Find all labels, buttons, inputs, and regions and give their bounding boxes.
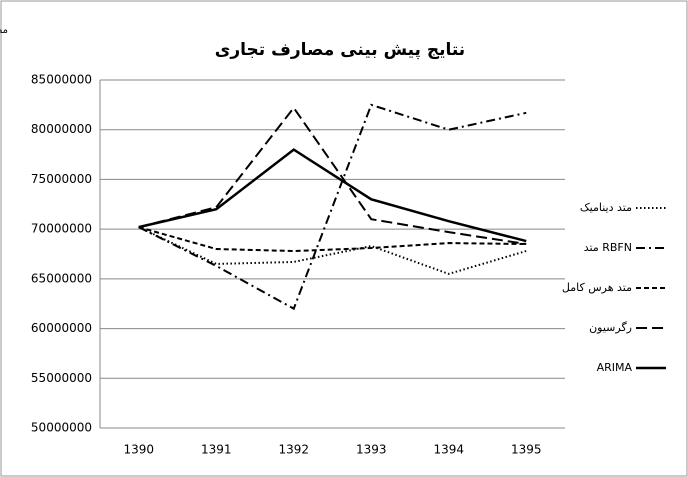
x-tick-label: 1392 xyxy=(278,443,309,457)
legend-label: متد هرس کامل xyxy=(562,281,632,294)
y-tick-label: 50000000 xyxy=(31,421,92,435)
y-tick-label: 85000000 xyxy=(31,73,92,87)
y-tick-label: 60000000 xyxy=(31,321,92,335)
x-tick-label: 1395 xyxy=(511,443,542,457)
chart-title: نتایج پیش بینی مصارف تجاری xyxy=(215,40,465,60)
x-tick-label: 1390 xyxy=(123,443,154,457)
series-line xyxy=(138,226,527,253)
y-tick-label: 80000000 xyxy=(31,122,92,136)
y-tick-label: 55000000 xyxy=(31,371,92,385)
unit-label: مصارف تجاری واحد:متر مکعب xyxy=(0,25,8,36)
x-tick-label: 1391 xyxy=(201,443,232,457)
legend-label: متد RBFN xyxy=(584,241,632,254)
series-line xyxy=(138,106,527,246)
y-tick-label: 75000000 xyxy=(31,172,92,186)
x-tick-label: 1394 xyxy=(433,443,464,457)
y-tick-label: 70000000 xyxy=(31,222,92,236)
y-tick-label: 65000000 xyxy=(31,271,92,285)
x-tick-label: 1393 xyxy=(356,443,387,457)
legend-label: رگرسیون xyxy=(589,321,632,334)
series-line xyxy=(138,148,527,243)
legend-label: متد دینامیک xyxy=(580,201,632,214)
legend-label: ARIMA xyxy=(597,361,633,374)
